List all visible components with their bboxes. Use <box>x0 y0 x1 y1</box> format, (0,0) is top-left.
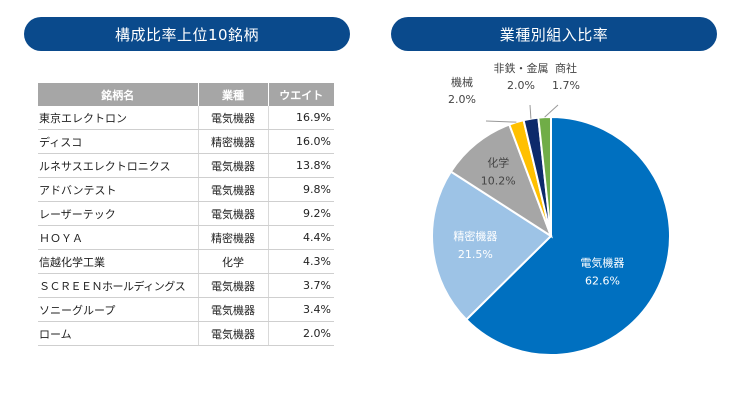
slice-value-3: 2.0% <box>448 93 476 106</box>
slice-value-0: 62.6% <box>585 275 620 288</box>
slice-label-3: 機械 <box>451 75 473 89</box>
slice-value-5: 1.7% <box>552 79 580 92</box>
table-row: 東京エレクトロン 電気機器 16.9% <box>38 106 334 130</box>
row-weight: 2.0% <box>268 321 334 346</box>
table-row: アドバンテスト 電気機器 9.8% <box>38 177 334 202</box>
pie-slice-5 <box>537 115 552 237</box>
row-weight: 16.0% <box>268 129 334 154</box>
row-industry: 電気機器 <box>198 321 269 346</box>
table-row: ソニーグループ 電気機器 3.4% <box>38 297 334 322</box>
slice-value-2: 10.2% <box>481 175 516 188</box>
table-row: レーザーテック 電気機器 9.2% <box>38 201 334 226</box>
row-name: ソニーグループ <box>38 297 199 322</box>
table-row: ＨＯＹＡ 精密機器 4.4% <box>38 225 334 250</box>
row-name: レーザーテック <box>38 201 199 226</box>
slice-value-1: 21.5% <box>458 248 493 261</box>
pie-slice-1 <box>431 170 553 322</box>
leader-line-4 <box>529 104 532 119</box>
table-row: 信越化学工業 化学 4.3% <box>38 249 334 274</box>
row-name: ＨＯＹＡ <box>38 225 199 250</box>
header-name: 銘柄名 <box>38 83 199 106</box>
slice-value-4: 2.0% <box>507 79 535 92</box>
row-weight: 4.4% <box>268 225 334 250</box>
row-weight: 3.4% <box>268 297 334 322</box>
row-industry: 電気機器 <box>198 153 269 178</box>
table-header-row: 銘柄名 業種 ウエイト <box>38 83 334 106</box>
row-weight: 4.3% <box>268 249 334 274</box>
row-name: ディスコ <box>38 129 199 154</box>
slice-label-2: 化学 <box>487 156 509 170</box>
top10-table: 銘柄名 業種 ウエイト 東京エレクトロン 電気機器 16.9% ディスコ 精密機… <box>38 83 334 346</box>
slice-label-1: 精密機器 <box>453 229 497 243</box>
leader-line-3 <box>485 120 517 123</box>
row-name: 信越化学工業 <box>38 249 199 274</box>
slice-label-0: 電気機器 <box>580 256 624 270</box>
row-name: 東京エレクトロン <box>38 106 199 130</box>
row-industry: 電気機器 <box>198 201 269 226</box>
leader-line-5 <box>544 104 559 118</box>
header-industry: 業種 <box>198 83 269 106</box>
row-weight: 16.9% <box>268 106 334 130</box>
table-row: ディスコ 精密機器 16.0% <box>38 129 334 154</box>
row-weight: 9.8% <box>268 177 334 202</box>
table-row: ローム 電気機器 2.0% <box>38 321 334 346</box>
row-weight: 3.7% <box>268 273 334 298</box>
row-industry: 電気機器 <box>198 297 269 322</box>
row-industry: 電気機器 <box>198 273 269 298</box>
row-industry: 精密機器 <box>198 129 269 154</box>
row-name: ＳＣＲＥＥＮホールディングス <box>38 273 199 298</box>
row-industry: 精密機器 <box>198 225 269 250</box>
row-name: ルネサスエレクトロニクス <box>38 153 199 178</box>
row-industry: 電気機器 <box>198 177 269 202</box>
row-name: アドバンテスト <box>38 177 199 202</box>
row-weight: 13.8% <box>268 153 334 178</box>
slice-label-5: 商社 <box>555 61 577 75</box>
table-row: ＳＣＲＥＥＮホールディングス 電気機器 3.7% <box>38 273 334 298</box>
row-industry: 化学 <box>198 249 269 274</box>
header-weight: ウエイト <box>268 83 334 106</box>
pie-slice-0 <box>464 115 671 356</box>
row-name: ローム <box>38 321 199 346</box>
row-industry: 電気機器 <box>198 106 269 130</box>
industry-title: 業種別組入比率 <box>391 17 717 51</box>
row-weight: 9.2% <box>268 201 334 226</box>
table-row: ルネサスエレクトロニクス 電気機器 13.8% <box>38 153 334 178</box>
slice-label-4: 非鉄・金属 <box>494 61 549 75</box>
pie-slice-2 <box>449 123 553 239</box>
top10-title: 構成比率上位10銘柄 <box>24 17 350 51</box>
